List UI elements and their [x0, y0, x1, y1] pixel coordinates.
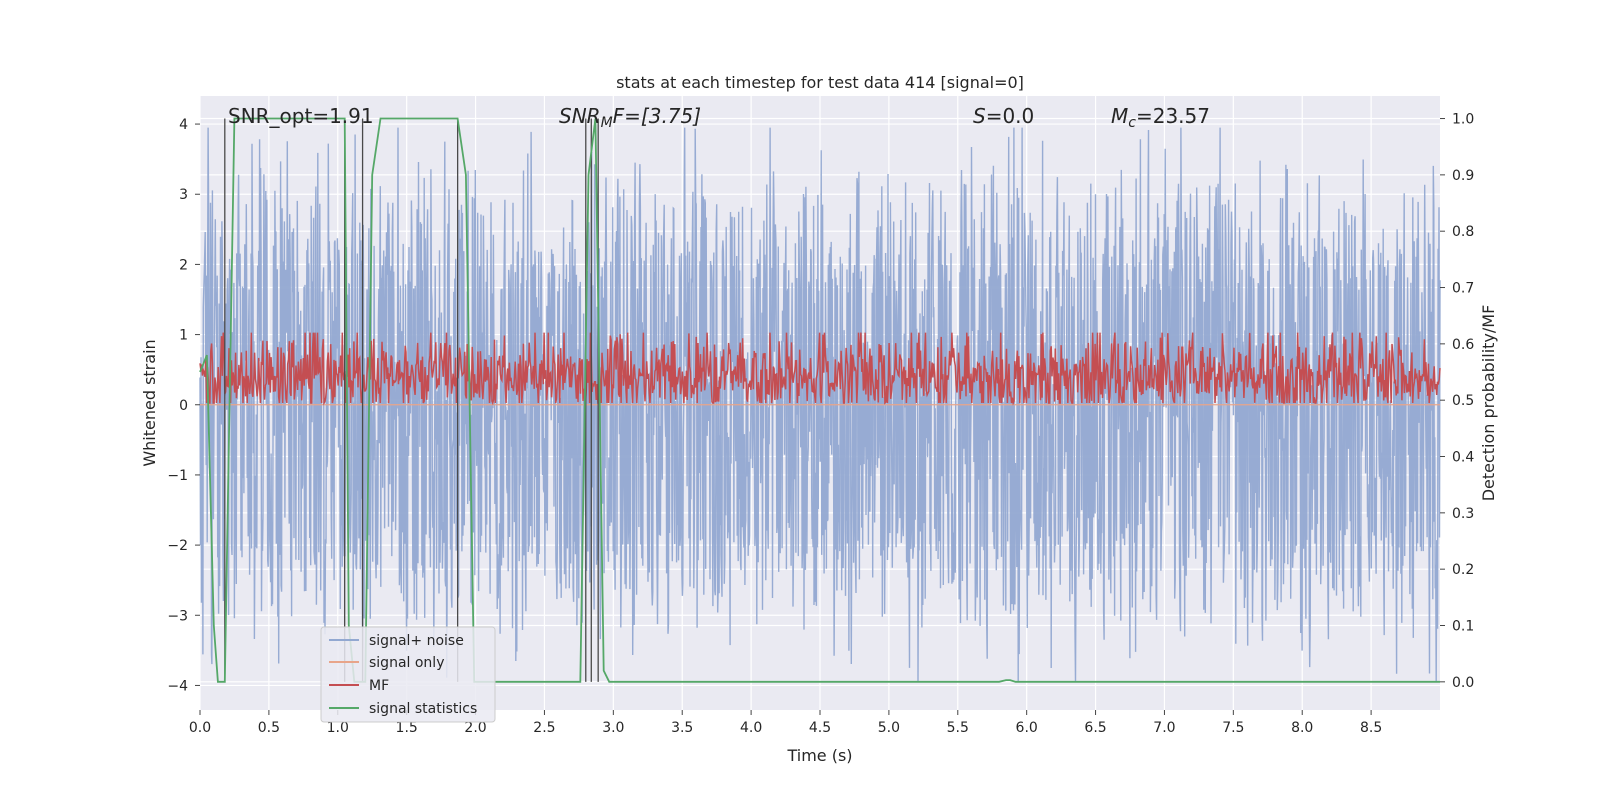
s-main: S — [973, 104, 986, 128]
y-right-axis-label: Detection probability/MF — [1479, 305, 1498, 502]
mf-line — [199, 332, 1441, 406]
y-tick-label: −3 — [167, 608, 188, 624]
y-right-tick-label: 0.7 — [1452, 281, 1474, 297]
s-rest: =0.0 — [986, 104, 1035, 128]
legend-label-mf: MF — [369, 678, 389, 694]
y-tick-label: −4 — [167, 678, 188, 694]
chart-title: stats at each timestep for test data 414… — [616, 73, 1024, 92]
series-layer — [199, 117, 1441, 683]
x-axis-label: Time (s) — [786, 746, 852, 765]
y-tick-label: 0 — [179, 398, 188, 414]
y-right-tick-label: 0.0 — [1452, 675, 1474, 691]
x-tick-label: 8.5 — [1360, 720, 1382, 736]
y-right-tick-label: 0.6 — [1452, 337, 1474, 353]
x-tick-label: 7.5 — [1222, 720, 1244, 736]
x-tick-label: 6.0 — [1016, 720, 1038, 736]
mc-rest: =23.57 — [1136, 104, 1210, 128]
y-tick-label: 4 — [179, 117, 188, 133]
x-tick-label: 8.0 — [1291, 720, 1313, 736]
x-tick-label: 2.5 — [533, 720, 555, 736]
x-tick-label: 2.0 — [464, 720, 486, 736]
mc-annotation: Mc=23.57 — [1111, 104, 1210, 131]
y-right-tick-label: 0.8 — [1452, 224, 1474, 240]
x-tick-label: 7.0 — [1153, 720, 1175, 736]
legend: signal+ noise signal only MF signal stat… — [320, 626, 496, 723]
legend-label-signal-noise: signal+ noise — [369, 633, 464, 649]
mc-sub: c — [1128, 115, 1136, 131]
x-tick-label: 1.5 — [396, 720, 418, 736]
y-tick-label: 1 — [179, 328, 188, 344]
snr-mf-main: SNR — [559, 104, 601, 128]
x-tick-label: 1.0 — [327, 720, 349, 736]
legend-label-signal-only: signal only — [369, 655, 444, 671]
y-tick-label: 3 — [179, 187, 188, 203]
s-annotation: S=0.0 — [973, 104, 1034, 128]
snr-mf-annotation: SNRMF=[3.75] — [559, 104, 701, 131]
y-tick-label: 2 — [179, 257, 188, 273]
y-tick-label: −1 — [167, 468, 188, 484]
legend-box — [320, 626, 496, 723]
x-tick-label: 6.5 — [1084, 720, 1106, 736]
snr-mf-sub: M — [601, 115, 613, 131]
x-tick-label: 5.0 — [878, 720, 900, 736]
mc-main: M — [1111, 104, 1128, 128]
x-tick-label: 3.5 — [671, 720, 693, 736]
y-tick-label: −2 — [167, 538, 188, 554]
signal-statistics-line — [199, 117, 1440, 683]
x-tick-label: 0.5 — [258, 720, 280, 736]
x-tick-label: 3.0 — [602, 720, 624, 736]
y-right-tick-label: 0.3 — [1452, 506, 1474, 522]
snr-mf-rest: F=[3.75] — [613, 104, 701, 128]
y-axis-label: Whitened strain — [140, 339, 159, 466]
snr-opt-annotation: SNR_opt=1.91 — [228, 104, 374, 128]
y-right-tick-label: 0.9 — [1452, 168, 1474, 184]
signal-noise-line — [199, 127, 1441, 682]
x-tick-label: 5.5 — [947, 720, 969, 736]
legend-label-signal-statistics: signal statistics — [369, 701, 477, 717]
y-right-tick-label: 0.5 — [1452, 393, 1474, 409]
y-right-tick-label: 0.4 — [1452, 450, 1474, 466]
y-right-tick-label: 0.2 — [1452, 562, 1474, 578]
ticks: 0.0 0.5 1.0 1.5 2.0 2.5 3.0 3.5 4.0 4.5 5.0 5.5 6.0 6… — [167, 112, 1474, 736]
x-tick-label: 4.0 — [740, 720, 762, 736]
x-tick-label: 0.0 — [189, 720, 211, 736]
y-right-tick-label: 1.0 — [1452, 112, 1474, 128]
y-right-tick-label: 0.1 — [1452, 619, 1474, 635]
x-tick-label: 4.5 — [809, 720, 831, 736]
